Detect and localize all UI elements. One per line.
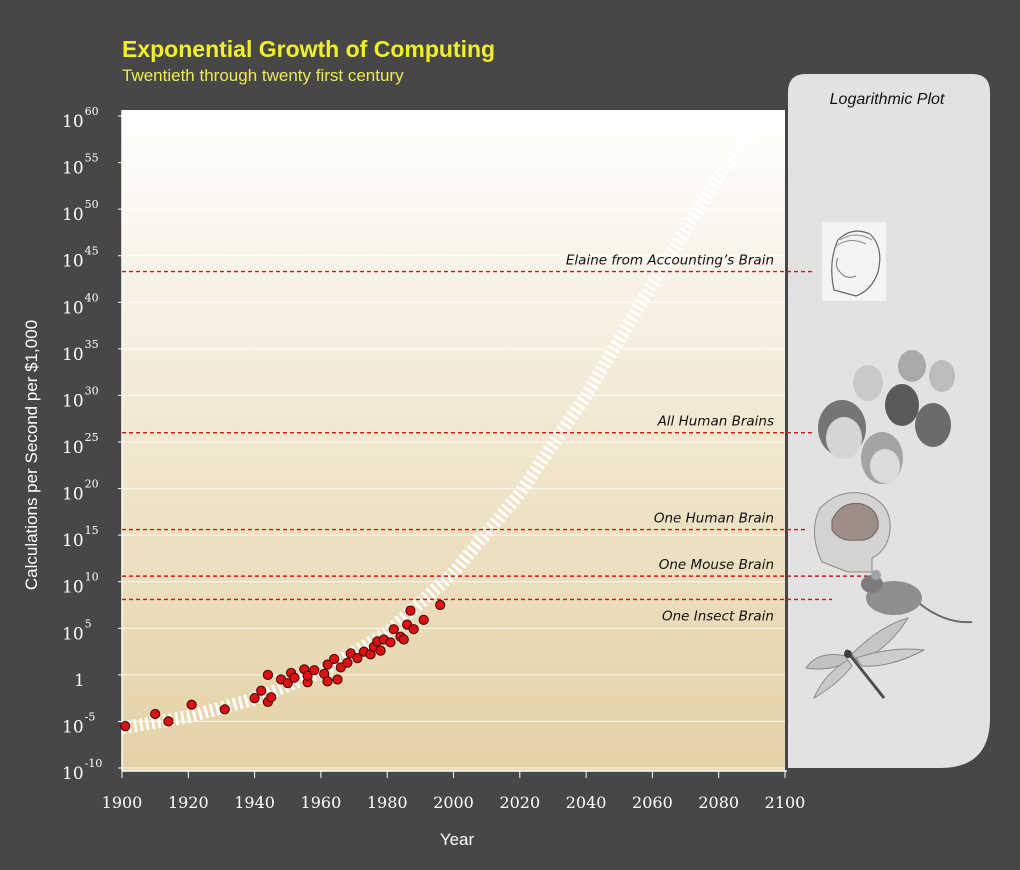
x-tick-label: 2020 xyxy=(499,793,540,812)
side-panel-title: Logarithmic Plot xyxy=(830,91,945,108)
data-point xyxy=(186,699,197,710)
woman-portrait-icon xyxy=(822,222,886,301)
data-point xyxy=(332,674,343,685)
data-points xyxy=(120,599,446,732)
x-tick-label: 1980 xyxy=(367,793,408,812)
data-point xyxy=(329,653,340,665)
gridlines xyxy=(122,115,785,769)
y-tick-label: 1050 xyxy=(62,198,99,225)
data-point xyxy=(150,708,161,720)
data-point xyxy=(408,624,419,635)
data-point xyxy=(435,599,446,611)
data-point xyxy=(385,637,396,648)
data-point xyxy=(262,669,273,681)
head-brain-icon xyxy=(814,492,891,573)
data-point xyxy=(289,672,300,683)
y-tick-label: 1045 xyxy=(62,245,99,272)
reference-label: Elaine from Accounting’s Brain xyxy=(566,253,774,269)
data-point xyxy=(418,614,429,626)
data-point xyxy=(322,676,333,687)
chart-subtitle: Twentieth through twenty first century xyxy=(122,66,404,85)
y-tick-label: 105 xyxy=(62,617,92,644)
crowd-of-faces-icon xyxy=(818,350,955,484)
data-point xyxy=(398,634,409,645)
x-tick-label: 2040 xyxy=(566,793,607,812)
x-tick-label: 1960 xyxy=(301,793,342,812)
x-tick-label: 2100 xyxy=(765,793,806,812)
data-point xyxy=(352,653,363,664)
y-tick-label: 1035 xyxy=(62,338,99,365)
reference-label: One Mouse Brain xyxy=(659,557,774,573)
data-point xyxy=(302,670,313,681)
data-point xyxy=(249,693,260,704)
y-tick-label: 1 xyxy=(74,671,85,691)
mouse-icon xyxy=(861,570,973,624)
y-tick-label: 1055 xyxy=(62,152,99,179)
y-tick-label: 1025 xyxy=(62,431,99,458)
data-point xyxy=(266,692,277,703)
data-point xyxy=(309,665,320,676)
y-tick-label: 1030 xyxy=(62,384,99,411)
y-tick-label: 1010 xyxy=(62,571,99,598)
reference-lines: Elaine from Accounting’s Brain All Human … xyxy=(122,253,868,624)
y-tick-label: 10-5 xyxy=(62,710,95,737)
data-point xyxy=(342,657,353,668)
x-tick-label: 1920 xyxy=(168,793,209,812)
x-tick-label: 2000 xyxy=(433,793,474,812)
data-point xyxy=(282,678,293,689)
x-tick-label: 1900 xyxy=(102,793,143,812)
data-point xyxy=(322,659,333,670)
y-ticks: 1060 1055 1050 1045 1040 1035 1030 1025 1020 1015… xyxy=(62,105,122,784)
data-point xyxy=(375,645,386,656)
x-tick-label: 1940 xyxy=(234,793,275,812)
plot-area xyxy=(122,110,785,771)
data-point xyxy=(219,704,230,715)
y-tick-label: 1015 xyxy=(62,524,99,551)
data-point xyxy=(388,624,399,635)
dragonfly-icon xyxy=(805,617,926,700)
data-point xyxy=(405,605,416,616)
x-axis-label: Year xyxy=(440,830,475,849)
reference-label: One Human Brain xyxy=(654,511,774,527)
data-point xyxy=(256,685,267,696)
data-point xyxy=(120,721,131,732)
reference-label: All Human Brains xyxy=(657,414,774,430)
x-tick-label: 2060 xyxy=(632,793,673,812)
y-tick-label: 1040 xyxy=(62,291,99,318)
trend-curve xyxy=(121,121,785,735)
y-tick-label: 1060 xyxy=(62,105,99,132)
y-tick-label: 10-10 xyxy=(62,757,102,784)
reference-label: One Insect Brain xyxy=(662,608,774,624)
x-ticks: 1900 1920 1940 1960 1980 2000 2020 2040 2060 2080… xyxy=(102,771,806,812)
y-tick-label: 1020 xyxy=(62,478,99,505)
chart-title: Exponential Growth of Computing xyxy=(122,36,495,62)
x-tick-label: 2080 xyxy=(698,793,739,812)
y-axis-label: Calculations per Second per $1,000 xyxy=(22,320,41,590)
data-point xyxy=(163,716,174,727)
trend-band xyxy=(121,121,785,735)
